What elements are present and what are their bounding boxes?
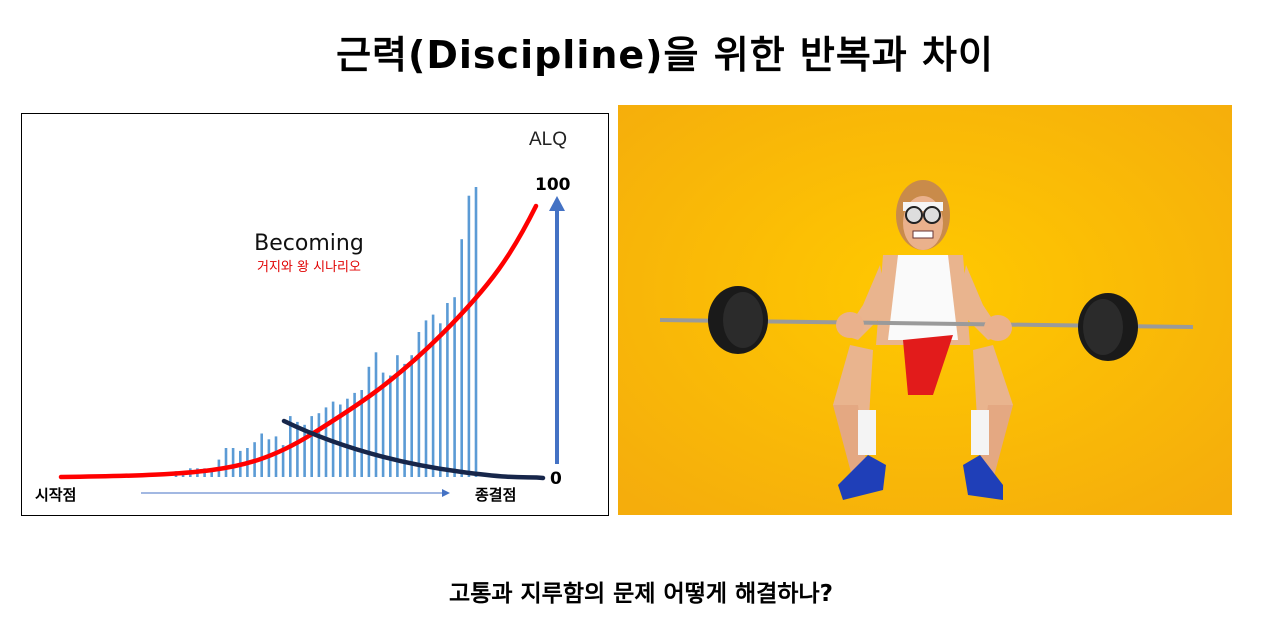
bar bbox=[431, 314, 435, 477]
bar bbox=[231, 448, 235, 477]
bar bbox=[303, 424, 306, 477]
chart-subtitle: 거지와 왕 시나리오 bbox=[257, 260, 361, 275]
bar bbox=[281, 445, 285, 477]
x-end-label: 종결점 bbox=[475, 486, 516, 504]
bar bbox=[296, 421, 299, 477]
bar bbox=[224, 448, 228, 477]
bar bbox=[317, 413, 321, 477]
bar bbox=[353, 392, 356, 477]
chart-title: Becoming bbox=[254, 231, 364, 256]
bar bbox=[403, 363, 406, 477]
bar bbox=[410, 355, 413, 477]
bar bbox=[339, 404, 342, 477]
x-start-label: 시작점 bbox=[35, 486, 76, 504]
bar bbox=[381, 372, 385, 477]
bar bbox=[374, 352, 378, 477]
weightlifter-photo bbox=[618, 105, 1232, 515]
bar bbox=[467, 195, 471, 477]
bar bbox=[346, 398, 349, 477]
becoming-chart: ALQ 100 0 Becoming 거지와 왕 시나리오 시작점 종결점 bbox=[21, 113, 609, 516]
bar bbox=[439, 323, 442, 477]
bar bbox=[396, 355, 399, 477]
bar bbox=[389, 375, 392, 477]
chart-canvas: ALQ 100 0 Becoming 거지와 왕 시나리오 시작점 종결점 bbox=[35, 129, 571, 504]
y-tick-0: 0 bbox=[550, 469, 562, 489]
bar bbox=[310, 416, 313, 477]
bar bbox=[260, 433, 263, 477]
bar bbox=[460, 239, 463, 477]
bar bbox=[324, 407, 328, 477]
x-axis-arrowhead bbox=[442, 489, 450, 497]
bar bbox=[453, 297, 456, 477]
y-axis-label: ALQ bbox=[529, 129, 567, 150]
bar bbox=[446, 303, 449, 477]
bar bbox=[367, 366, 371, 477]
y-tick-100: 100 bbox=[535, 175, 571, 195]
bar bbox=[417, 332, 421, 477]
bar bbox=[360, 390, 363, 477]
y-axis-arrowhead bbox=[549, 196, 565, 211]
bar bbox=[210, 468, 213, 477]
bar bbox=[274, 436, 278, 477]
slide-title: 근력(Discipline)을 위한 반복과 차이 bbox=[336, 33, 994, 77]
slide-footer-question: 고통과 지루함의 문제 어떻게 해결하나? bbox=[449, 581, 833, 607]
bar bbox=[424, 320, 428, 477]
bar bbox=[474, 187, 478, 477]
decline-curve bbox=[281, 418, 546, 481]
